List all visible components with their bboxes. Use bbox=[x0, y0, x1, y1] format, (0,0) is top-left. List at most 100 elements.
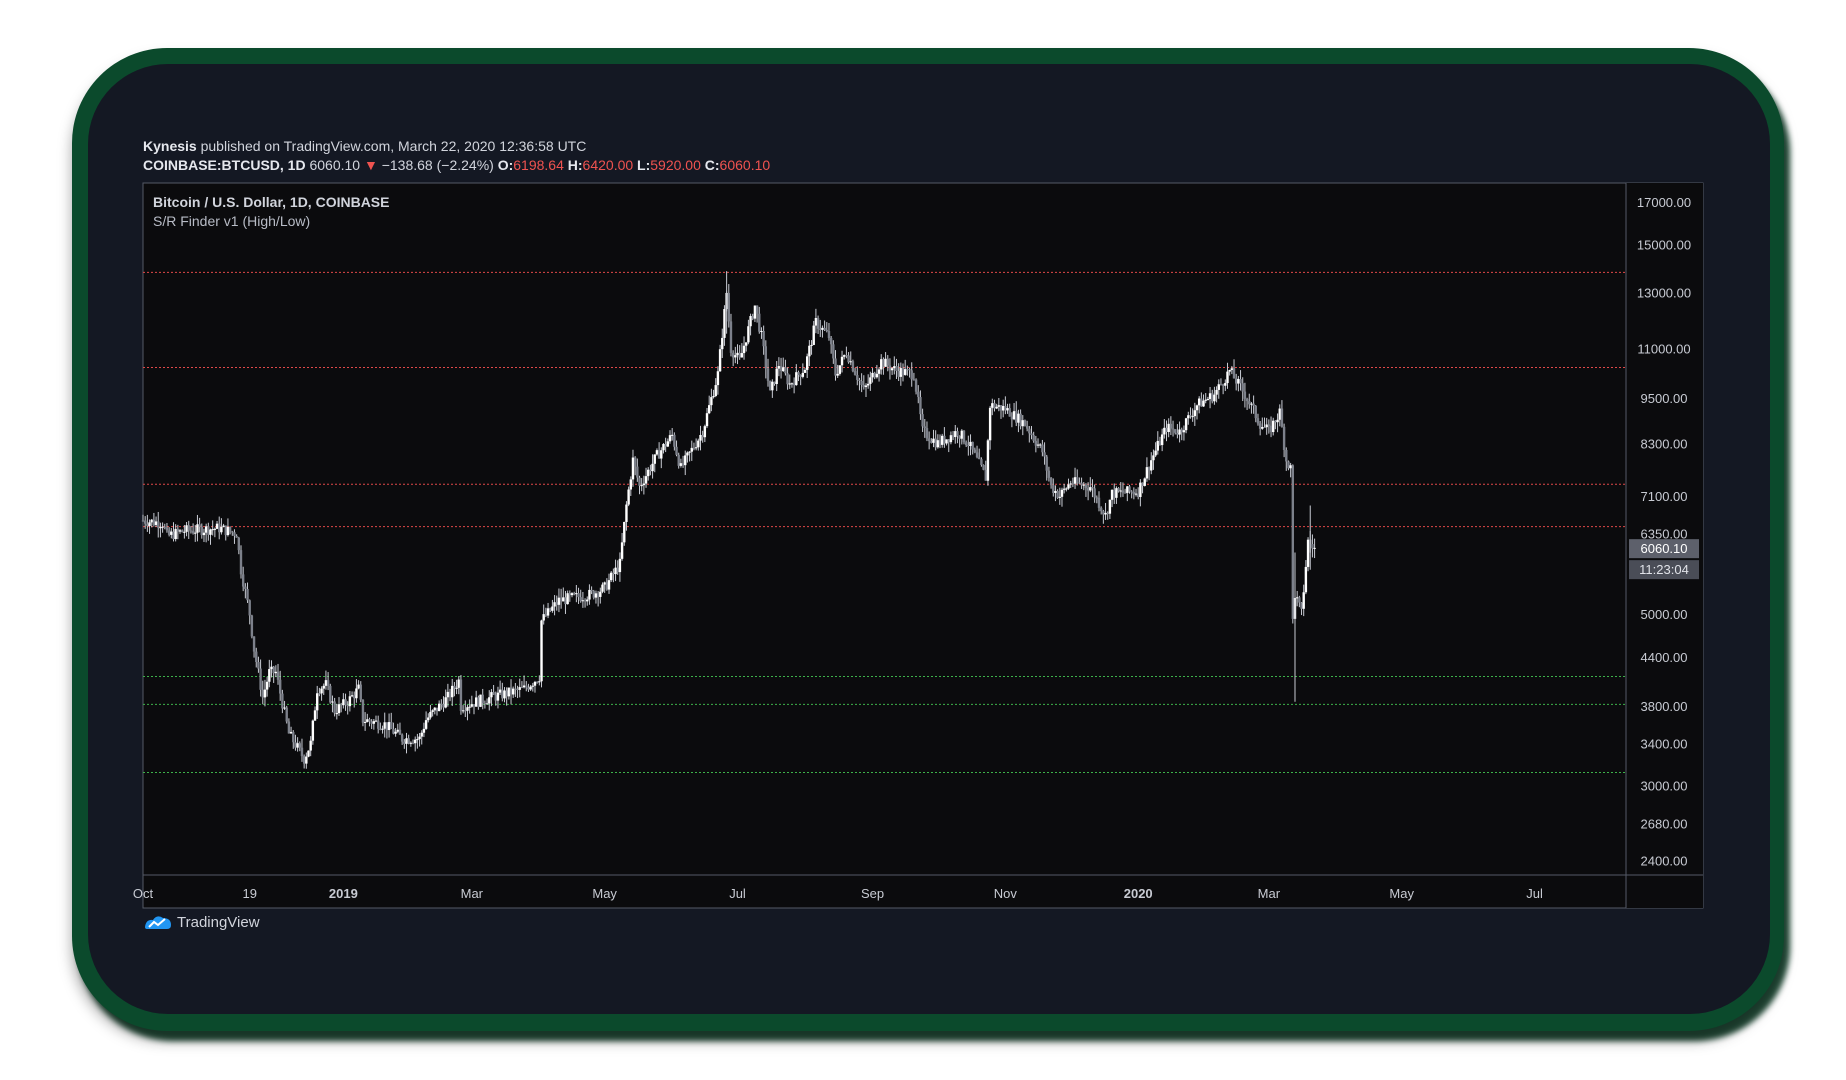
candle-body bbox=[1215, 389, 1218, 395]
published-text: published on TradingView.com, March 22, … bbox=[200, 138, 587, 154]
candle-body bbox=[699, 434, 702, 441]
candle-body bbox=[938, 440, 942, 445]
candle-body bbox=[141, 520, 145, 522]
low-label: L: bbox=[637, 157, 651, 173]
candle-body bbox=[324, 680, 328, 686]
candle-body bbox=[662, 443, 665, 451]
candle-body bbox=[1197, 398, 1201, 406]
candle-body bbox=[738, 352, 741, 358]
close-label: C: bbox=[704, 157, 720, 173]
candle-body bbox=[583, 600, 587, 602]
candle-body bbox=[1232, 368, 1236, 379]
candle-body bbox=[623, 521, 626, 543]
y-tick-label: 11000.00 bbox=[1637, 342, 1690, 357]
candle-body bbox=[943, 435, 946, 444]
candle-body bbox=[250, 615, 254, 637]
y-tick-label: 3800.00 bbox=[1641, 699, 1688, 714]
y-tick-label: 2400.00 bbox=[1641, 854, 1688, 869]
candle-body bbox=[1282, 426, 1286, 451]
candle-body bbox=[335, 713, 339, 715]
candle-body bbox=[437, 703, 441, 712]
candle-body bbox=[1245, 398, 1249, 402]
candle-body bbox=[705, 413, 709, 427]
candle-body bbox=[1023, 420, 1027, 426]
candle-body bbox=[178, 530, 182, 532]
candle-body bbox=[237, 537, 241, 551]
candle-body bbox=[1224, 383, 1227, 386]
candle-body bbox=[1049, 477, 1053, 486]
candle-body bbox=[272, 666, 275, 674]
candle-body bbox=[1304, 566, 1308, 593]
candle-body bbox=[1158, 440, 1162, 446]
candle-body bbox=[507, 687, 511, 697]
candle-body bbox=[921, 414, 924, 427]
candle-body bbox=[1254, 405, 1257, 419]
candle-body bbox=[143, 520, 147, 524]
candle-body bbox=[544, 614, 548, 616]
candle-body bbox=[941, 435, 944, 445]
candle-body bbox=[614, 567, 617, 575]
candle-body bbox=[1143, 478, 1146, 486]
candle-body bbox=[157, 521, 160, 528]
candle-body bbox=[657, 450, 661, 459]
candle-body bbox=[736, 352, 739, 356]
candle-body bbox=[470, 704, 474, 707]
candle-body bbox=[1295, 597, 1299, 599]
candle-body bbox=[742, 345, 746, 354]
candle-body bbox=[420, 732, 423, 737]
candle-body bbox=[501, 689, 504, 699]
candle-body bbox=[159, 527, 162, 529]
candle-body bbox=[525, 685, 528, 688]
x-tick-label: 19 bbox=[242, 886, 256, 901]
candle-body bbox=[1004, 406, 1007, 411]
candle-body bbox=[1082, 484, 1085, 486]
candle-body bbox=[176, 528, 180, 532]
candle-body bbox=[1204, 399, 1207, 401]
candle-body bbox=[538, 681, 541, 683]
candle-body bbox=[1289, 465, 1292, 469]
candle-body bbox=[599, 591, 602, 597]
candle-body bbox=[348, 696, 352, 707]
candle-body bbox=[222, 525, 225, 527]
candle-body bbox=[1237, 379, 1240, 384]
candle-body bbox=[786, 373, 789, 385]
candle-body bbox=[653, 454, 656, 464]
candle-body bbox=[610, 572, 613, 581]
candle-body bbox=[1073, 477, 1077, 484]
candle-body bbox=[749, 316, 752, 327]
candle-body bbox=[1187, 415, 1190, 419]
candle-body bbox=[379, 728, 382, 730]
candle-body bbox=[1110, 489, 1114, 500]
y-tick-label: 5000.00 bbox=[1641, 607, 1688, 622]
candle-body bbox=[329, 685, 332, 703]
indicator-label[interactable]: S/R Finder v1 (High/Low) bbox=[153, 213, 310, 229]
candle-body bbox=[479, 694, 482, 707]
candle-body bbox=[884, 358, 887, 367]
candle-body bbox=[784, 367, 787, 374]
candle-body bbox=[825, 329, 828, 332]
candle-body bbox=[640, 485, 643, 487]
chart-title: Bitcoin / U.S. Dollar, 1D, COINBASE bbox=[153, 194, 389, 210]
y-tick-label: 17000.00 bbox=[1637, 195, 1691, 210]
candle-body bbox=[1078, 482, 1081, 484]
candle-body bbox=[851, 361, 855, 372]
candle-body bbox=[398, 729, 402, 735]
author-name[interactable]: Kynesis bbox=[143, 138, 197, 154]
candle-body bbox=[300, 747, 304, 757]
candle-body bbox=[755, 305, 759, 314]
candle-body bbox=[564, 597, 567, 605]
candle-body bbox=[172, 531, 175, 540]
candle-body bbox=[1243, 391, 1247, 399]
candle-body bbox=[1106, 512, 1109, 514]
candle-body bbox=[431, 710, 434, 712]
candle-body bbox=[866, 383, 870, 386]
candle-body bbox=[289, 731, 293, 734]
candle-body bbox=[265, 681, 269, 690]
candle-body bbox=[1117, 488, 1120, 492]
candle-body bbox=[688, 451, 691, 453]
candle-body bbox=[298, 743, 301, 748]
candle-body bbox=[856, 374, 859, 380]
tradingview-watermark[interactable]: TradingView bbox=[143, 913, 260, 931]
candle-body bbox=[997, 405, 1001, 407]
